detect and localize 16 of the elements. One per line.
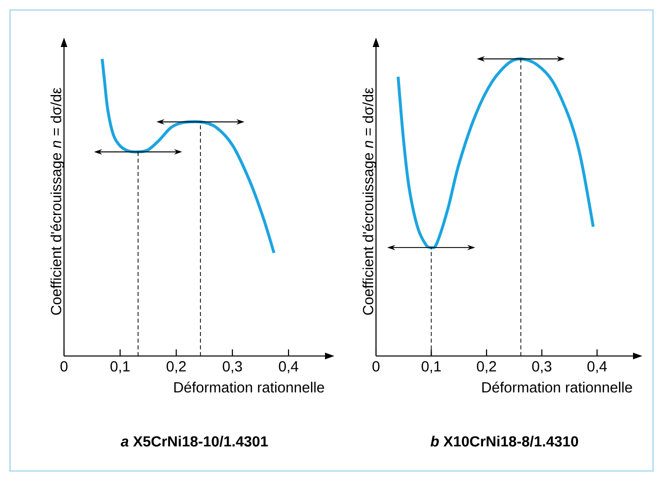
x-tick-label: 0,1	[110, 361, 130, 374]
x-axis-title: Déformation rationnelle	[174, 382, 324, 393]
x-tick-label: 0,1	[422, 361, 441, 374]
x-tick-label: 0	[60, 361, 68, 372]
x-tick-label: 0,3	[222, 361, 242, 374]
x-axis-title: Déformation rationnelle	[482, 382, 632, 393]
x-tick-label: 0,4	[587, 361, 607, 374]
x-tick-label: 0,4	[278, 361, 298, 374]
y-axis-title: Coefficient d'écrouissage n = dσ/dε	[50, 88, 64, 315]
x-tick-label: 0,3	[532, 361, 552, 374]
x-tick-label: 0	[372, 361, 380, 372]
x-tick-label: 0,2	[476, 361, 496, 374]
y-axis-title: Coefficient d'écrouissage n = dσ/dε	[362, 88, 376, 315]
text: b X10CrNi18-8/1.4310	[430, 436, 578, 447]
text: a X5CrNi18-10/1.4301	[120, 436, 268, 447]
x-tick-label: 0,2	[166, 361, 186, 374]
